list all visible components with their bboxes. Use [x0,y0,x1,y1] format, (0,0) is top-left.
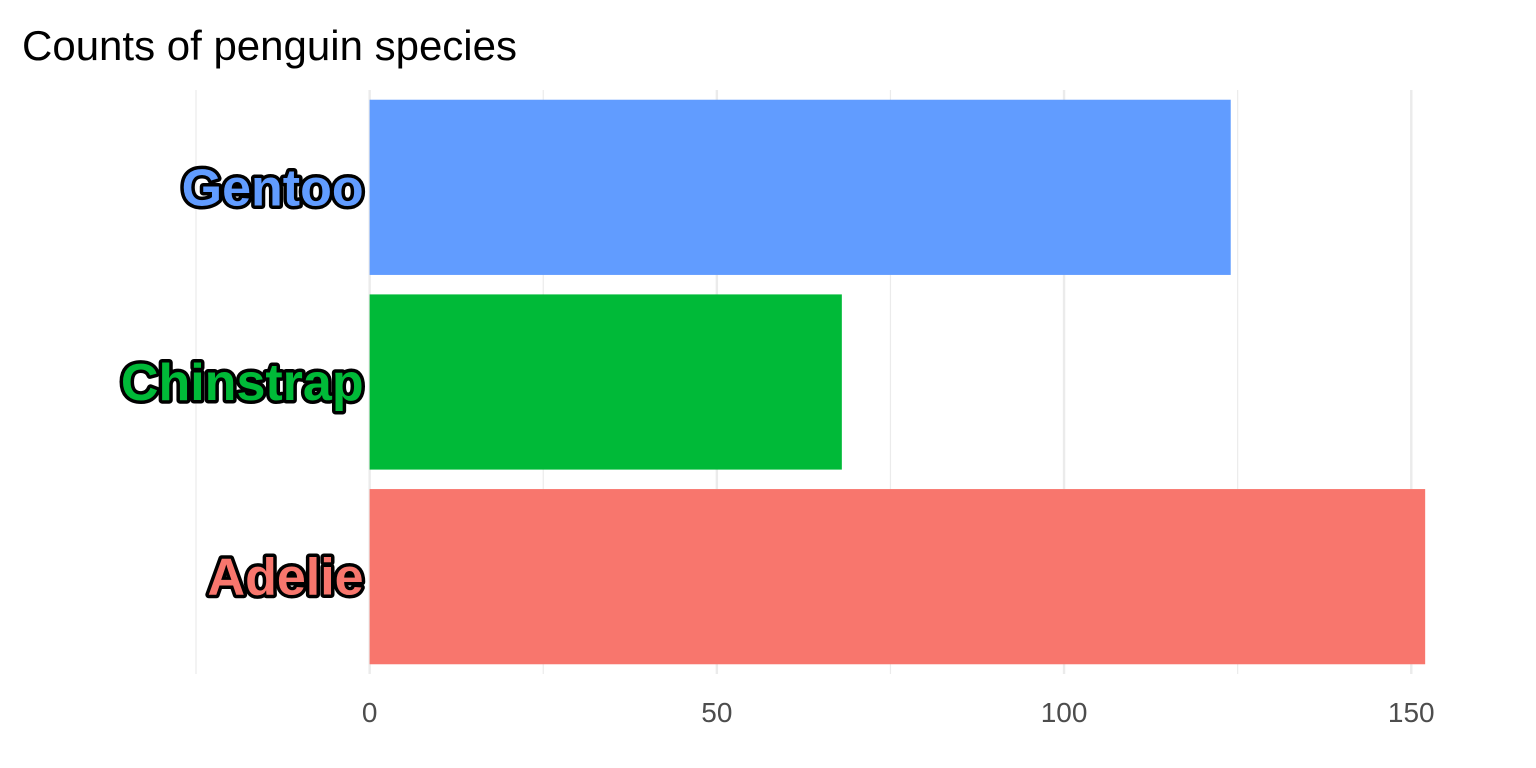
category-label-gentoo: Gentoo [182,159,364,217]
x-tick-label: 100 [1041,697,1088,728]
category-label-chinstrap: Chinstrap [121,354,364,412]
chart-title: Counts of penguin species [22,22,517,69]
bar-gentoo [369,99,1231,275]
category-labels: Adelie Chinstrap Gentoo [117,156,367,610]
category-label-adelie: Adelie [208,549,364,607]
bar-adelie [369,489,1426,665]
x-axis-tick-labels: 0 50 100 150 [362,697,1435,728]
bars [369,99,1426,665]
bar-chinstrap [369,294,842,470]
x-tick-label: 150 [1388,697,1435,728]
x-tick-label: 50 [701,697,732,728]
x-tick-label: 0 [362,697,378,728]
